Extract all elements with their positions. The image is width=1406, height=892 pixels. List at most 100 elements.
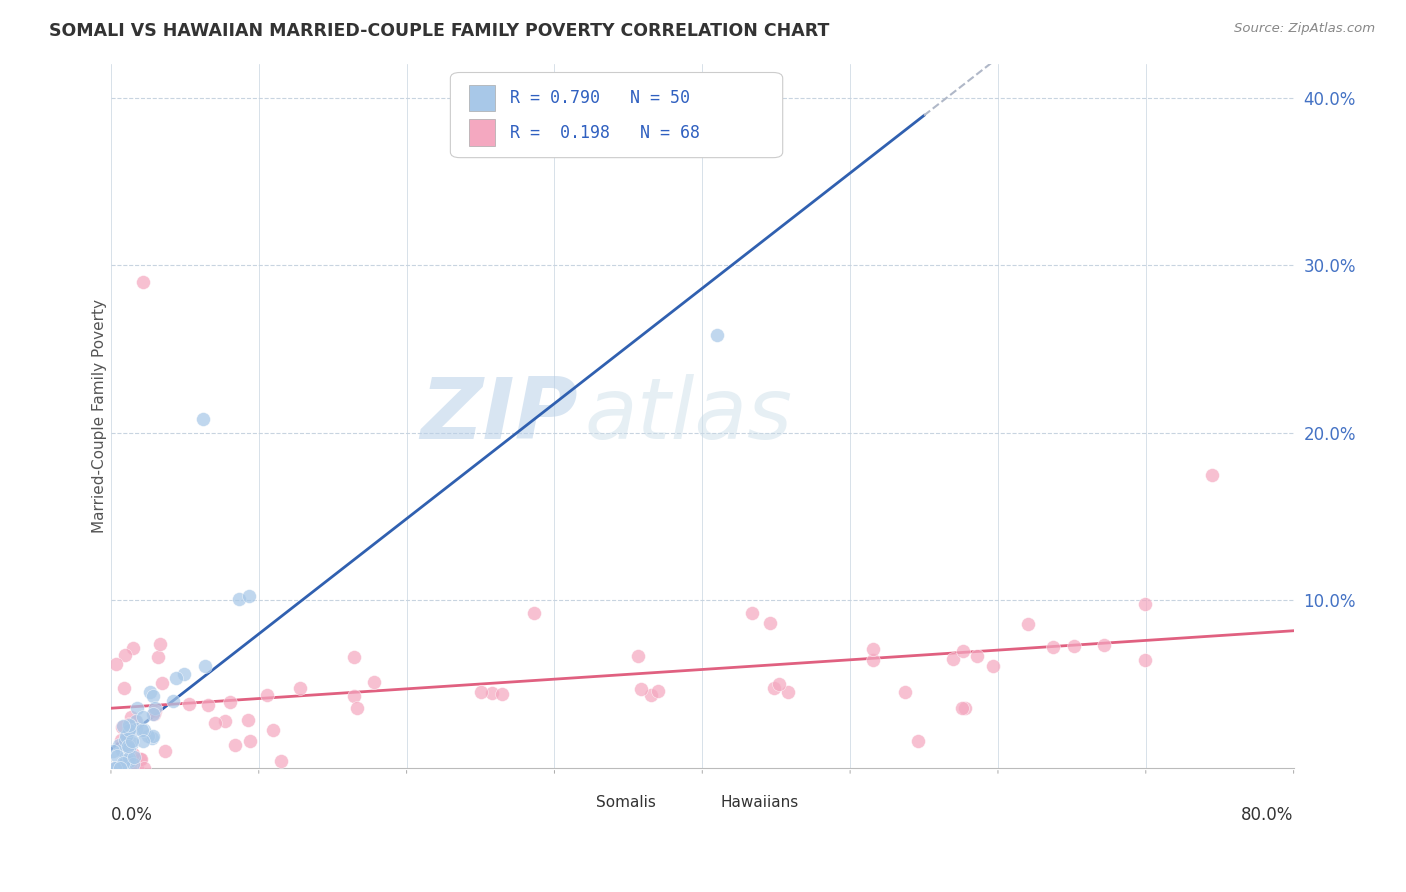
Point (142, 707, 165, 722)
Point (762, 681, 785, 695)
Point (118, 741, 141, 756)
Point (239, 734, 262, 748)
Point (120, 710, 142, 724)
Point (942, 652, 965, 666)
Point (142, 689, 165, 703)
Point (103, 761, 125, 775)
Point (224, 739, 246, 753)
Point (118, 723, 141, 738)
Point (114, 681, 136, 696)
Point (117, 739, 139, 753)
Point (138, 684, 160, 698)
Point (128, 751, 150, 765)
Text: Hawaiians: Hawaiians (720, 796, 799, 811)
Point (104, 761, 127, 775)
Point (191, 412, 214, 426)
Point (148, 650, 170, 665)
Point (132, 761, 155, 775)
Point (132, 723, 155, 737)
Text: Source: ZipAtlas.com: Source: ZipAtlas.com (1234, 22, 1375, 36)
FancyBboxPatch shape (470, 85, 495, 112)
Point (481, 686, 503, 700)
Point (343, 689, 366, 703)
Text: 80.0%: 80.0% (1241, 806, 1294, 824)
Point (162, 694, 184, 708)
Point (150, 675, 173, 690)
Point (129, 752, 152, 766)
FancyBboxPatch shape (450, 72, 783, 158)
Point (101, 744, 124, 758)
Point (862, 641, 884, 656)
Text: R = 0.790   N = 50: R = 0.790 N = 50 (509, 89, 689, 107)
Point (741, 607, 763, 621)
Point (114, 648, 136, 663)
FancyBboxPatch shape (470, 120, 495, 146)
Point (1042, 640, 1064, 654)
Point (218, 695, 240, 709)
Point (1092, 638, 1115, 652)
Point (143, 706, 166, 721)
Point (862, 653, 884, 667)
Point (470, 685, 492, 699)
Point (1133, 653, 1156, 667)
Text: atlas: atlas (583, 375, 792, 458)
Point (121, 734, 143, 748)
Text: R =  0.198   N = 68: R = 0.198 N = 68 (509, 124, 700, 142)
Point (122, 757, 145, 772)
Point (270, 754, 292, 768)
Point (155, 744, 177, 758)
Point (894, 685, 917, 699)
Point (194, 658, 217, 673)
Point (228, 591, 250, 606)
Point (111, 761, 134, 775)
Point (114, 729, 136, 743)
Point (953, 701, 976, 715)
Point (238, 714, 260, 728)
Point (1133, 597, 1156, 611)
Point (1017, 617, 1039, 632)
Point (114, 733, 136, 747)
Text: SOMALI VS HAWAIIAN MARRIED-COUPLE FAMILY POVERTY CORRELATION CHART: SOMALI VS HAWAIIAN MARRIED-COUPLE FAMILY… (49, 22, 830, 40)
Point (112, 756, 135, 771)
Point (118, 719, 141, 733)
Point (197, 698, 219, 713)
Point (214, 714, 236, 728)
Point (627, 648, 650, 663)
Point (122, 749, 145, 764)
Point (125, 701, 148, 715)
Point (118, 755, 141, 769)
Point (491, 687, 513, 701)
Point (132, 710, 155, 724)
FancyBboxPatch shape (561, 792, 586, 814)
Point (115, 728, 138, 742)
Point (124, 714, 146, 729)
Text: 0.0%: 0.0% (111, 806, 153, 824)
Point (981, 659, 1004, 673)
Point (647, 684, 669, 698)
Point (138, 729, 160, 743)
Point (143, 704, 166, 718)
Point (1063, 639, 1085, 653)
Point (142, 729, 165, 743)
Point (117, 752, 139, 766)
Point (117, 717, 139, 731)
Point (523, 607, 546, 621)
Point (112, 719, 135, 733)
Point (141, 731, 163, 746)
Point (131, 723, 153, 738)
Point (108, 738, 131, 752)
Point (121, 736, 143, 750)
FancyBboxPatch shape (685, 792, 710, 814)
Point (104, 657, 127, 671)
Point (706, 328, 728, 343)
Point (132, 734, 155, 748)
Point (143, 700, 166, 714)
Point (112, 757, 135, 772)
Y-axis label: Married-Couple Family Poverty: Married-Couple Family Poverty (93, 299, 107, 533)
Point (110, 761, 132, 775)
Text: ZIP: ZIP (420, 375, 578, 458)
Text: Somalis: Somalis (596, 796, 655, 811)
Point (105, 761, 128, 775)
Point (124, 722, 146, 736)
Point (363, 675, 385, 690)
